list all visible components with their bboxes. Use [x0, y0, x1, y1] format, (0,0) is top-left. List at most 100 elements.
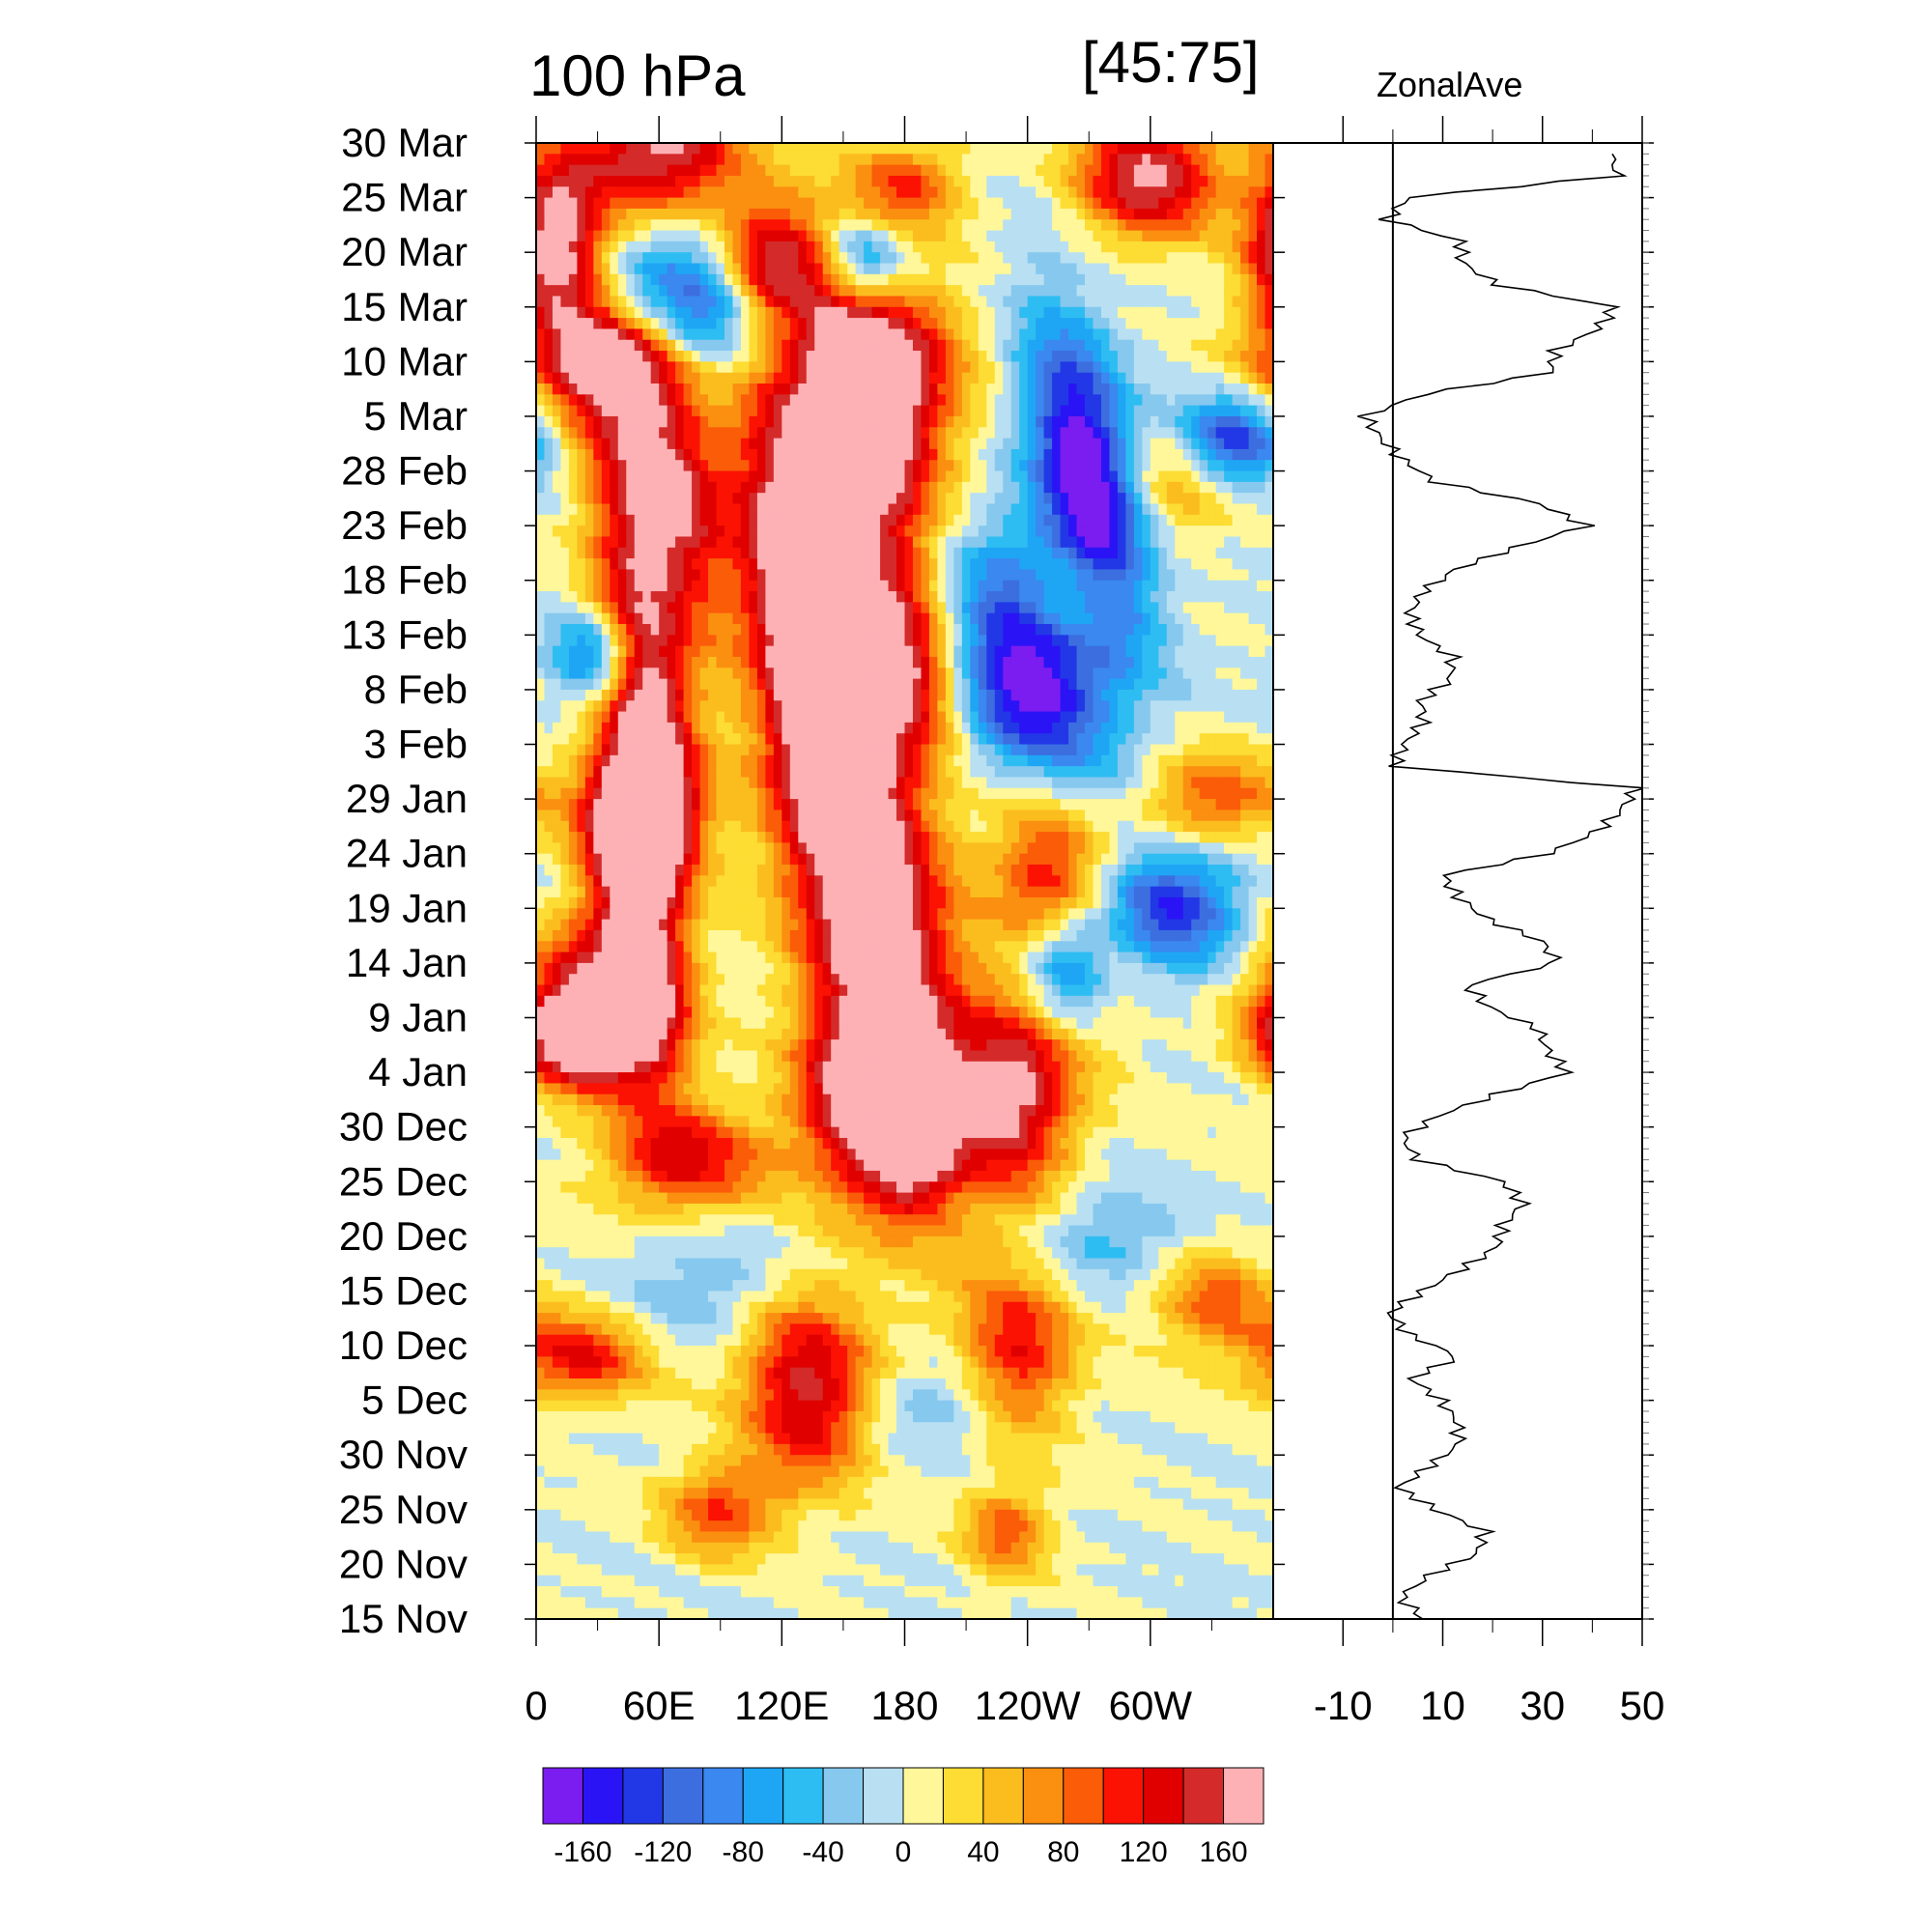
heatmap-cell — [610, 678, 619, 691]
heatmap-cell — [1257, 394, 1266, 407]
heatmap-cell — [773, 580, 782, 592]
heatmap-cell — [814, 143, 824, 155]
heatmap-cell — [634, 733, 643, 746]
heatmap-cell — [642, 711, 652, 724]
heatmap-cell — [610, 263, 619, 275]
heatmap-cell — [544, 154, 554, 166]
heatmap-cell — [1133, 448, 1143, 461]
heatmap-cell — [699, 493, 709, 505]
heatmap-cell — [1019, 547, 1029, 559]
heatmap-cell — [593, 668, 603, 680]
heatmap-cell — [1166, 339, 1176, 352]
heatmap-cell — [1264, 394, 1274, 407]
heatmap-cell — [1182, 384, 1192, 395]
heatmap-cell — [1003, 656, 1012, 668]
heatmap-cell — [1109, 526, 1119, 538]
heatmap-cell — [1166, 351, 1176, 362]
heatmap-cell — [1093, 700, 1102, 713]
heatmap-cell — [1036, 394, 1045, 407]
heatmap-cell — [617, 722, 627, 734]
heatmap-cell — [773, 306, 782, 319]
heatmap-cell — [1133, 230, 1143, 242]
heatmap-cell — [1003, 591, 1012, 603]
heatmap-cell — [871, 197, 881, 210]
heatmap-cell — [740, 143, 751, 155]
heatmap-cell — [855, 678, 865, 691]
heatmap-cell — [683, 186, 693, 199]
heatmap-cell — [683, 547, 693, 559]
heatmap-cell — [1125, 569, 1135, 582]
heatmap-cell — [626, 384, 636, 395]
heatmap-cell — [1117, 547, 1126, 559]
heatmap-cell — [584, 219, 594, 232]
heatmap-cell — [1027, 241, 1037, 253]
heatmap-cell — [650, 438, 660, 450]
heatmap-cell — [970, 230, 980, 242]
heatmap-cell — [789, 230, 799, 242]
heatmap-cell — [560, 438, 570, 450]
heatmap-cell — [1224, 263, 1234, 275]
heatmap-cell — [577, 394, 586, 407]
heatmap-cell — [593, 186, 603, 199]
heatmap-cell — [568, 296, 578, 308]
heatmap-cell — [1117, 678, 1126, 691]
heatmap-cell — [904, 394, 914, 407]
heatmap-cell — [749, 689, 758, 701]
heatmap-cell — [912, 143, 923, 155]
heatmap-cell — [838, 318, 848, 330]
heatmap-cell — [634, 427, 643, 440]
heatmap-cell — [945, 318, 954, 330]
heatmap-cell — [568, 241, 578, 253]
heatmap-cell — [773, 318, 782, 330]
heatmap-cell — [986, 700, 996, 713]
heatmap-cell — [888, 711, 897, 724]
heatmap-cell — [855, 591, 865, 603]
heatmap-cell — [675, 252, 685, 265]
heatmap-cell — [871, 263, 881, 275]
heatmap-cell — [683, 405, 693, 417]
heatmap-cell — [1133, 273, 1143, 286]
heatmap-cell — [740, 678, 751, 691]
heatmap-cell — [864, 656, 873, 668]
heatmap-cell — [1215, 372, 1225, 384]
heatmap-cell — [601, 175, 611, 187]
heatmap-cell — [610, 668, 619, 680]
heatmap-cell — [1232, 197, 1241, 210]
heatmap-cell — [1085, 678, 1094, 691]
heatmap-cell — [699, 591, 709, 603]
heatmap-cell — [560, 197, 570, 210]
heatmap-cell — [880, 427, 890, 440]
heatmap-cell — [1003, 547, 1012, 559]
heatmap-cell — [568, 263, 578, 275]
heatmap-cell — [970, 569, 980, 582]
heatmap-cell — [888, 438, 897, 450]
heatmap-cell — [773, 241, 782, 253]
heatmap-cell — [1175, 230, 1184, 242]
heatmap-cell — [601, 361, 611, 374]
heatmap-cell — [692, 624, 701, 636]
heatmap-cell — [831, 318, 840, 330]
heatmap-cell — [749, 602, 758, 614]
heatmap-cell — [1150, 306, 1159, 319]
heatmap-cell — [552, 306, 562, 319]
heatmap-cell — [871, 536, 881, 549]
heatmap-cell — [1010, 306, 1020, 319]
heatmap-cell — [1240, 143, 1250, 155]
heatmap-cell — [1158, 143, 1168, 155]
heatmap-cell — [798, 668, 808, 680]
heatmap-cell — [961, 711, 971, 724]
heatmap-cell — [1100, 154, 1111, 166]
heatmap-cell — [928, 526, 939, 538]
heatmap-cell — [560, 384, 570, 395]
heatmap-cell — [1109, 285, 1119, 298]
heatmap-cell — [584, 372, 594, 384]
heatmap-cell — [642, 175, 652, 187]
heatmap-cell — [634, 164, 643, 177]
heatmap-cell — [937, 700, 947, 713]
heatmap-cell — [577, 285, 586, 298]
heatmap-cell — [1240, 448, 1250, 461]
heatmap-cell — [928, 394, 939, 407]
heatmap-cell — [765, 384, 775, 395]
heatmap-cell — [1142, 175, 1151, 187]
heatmap-cell — [1175, 154, 1184, 166]
